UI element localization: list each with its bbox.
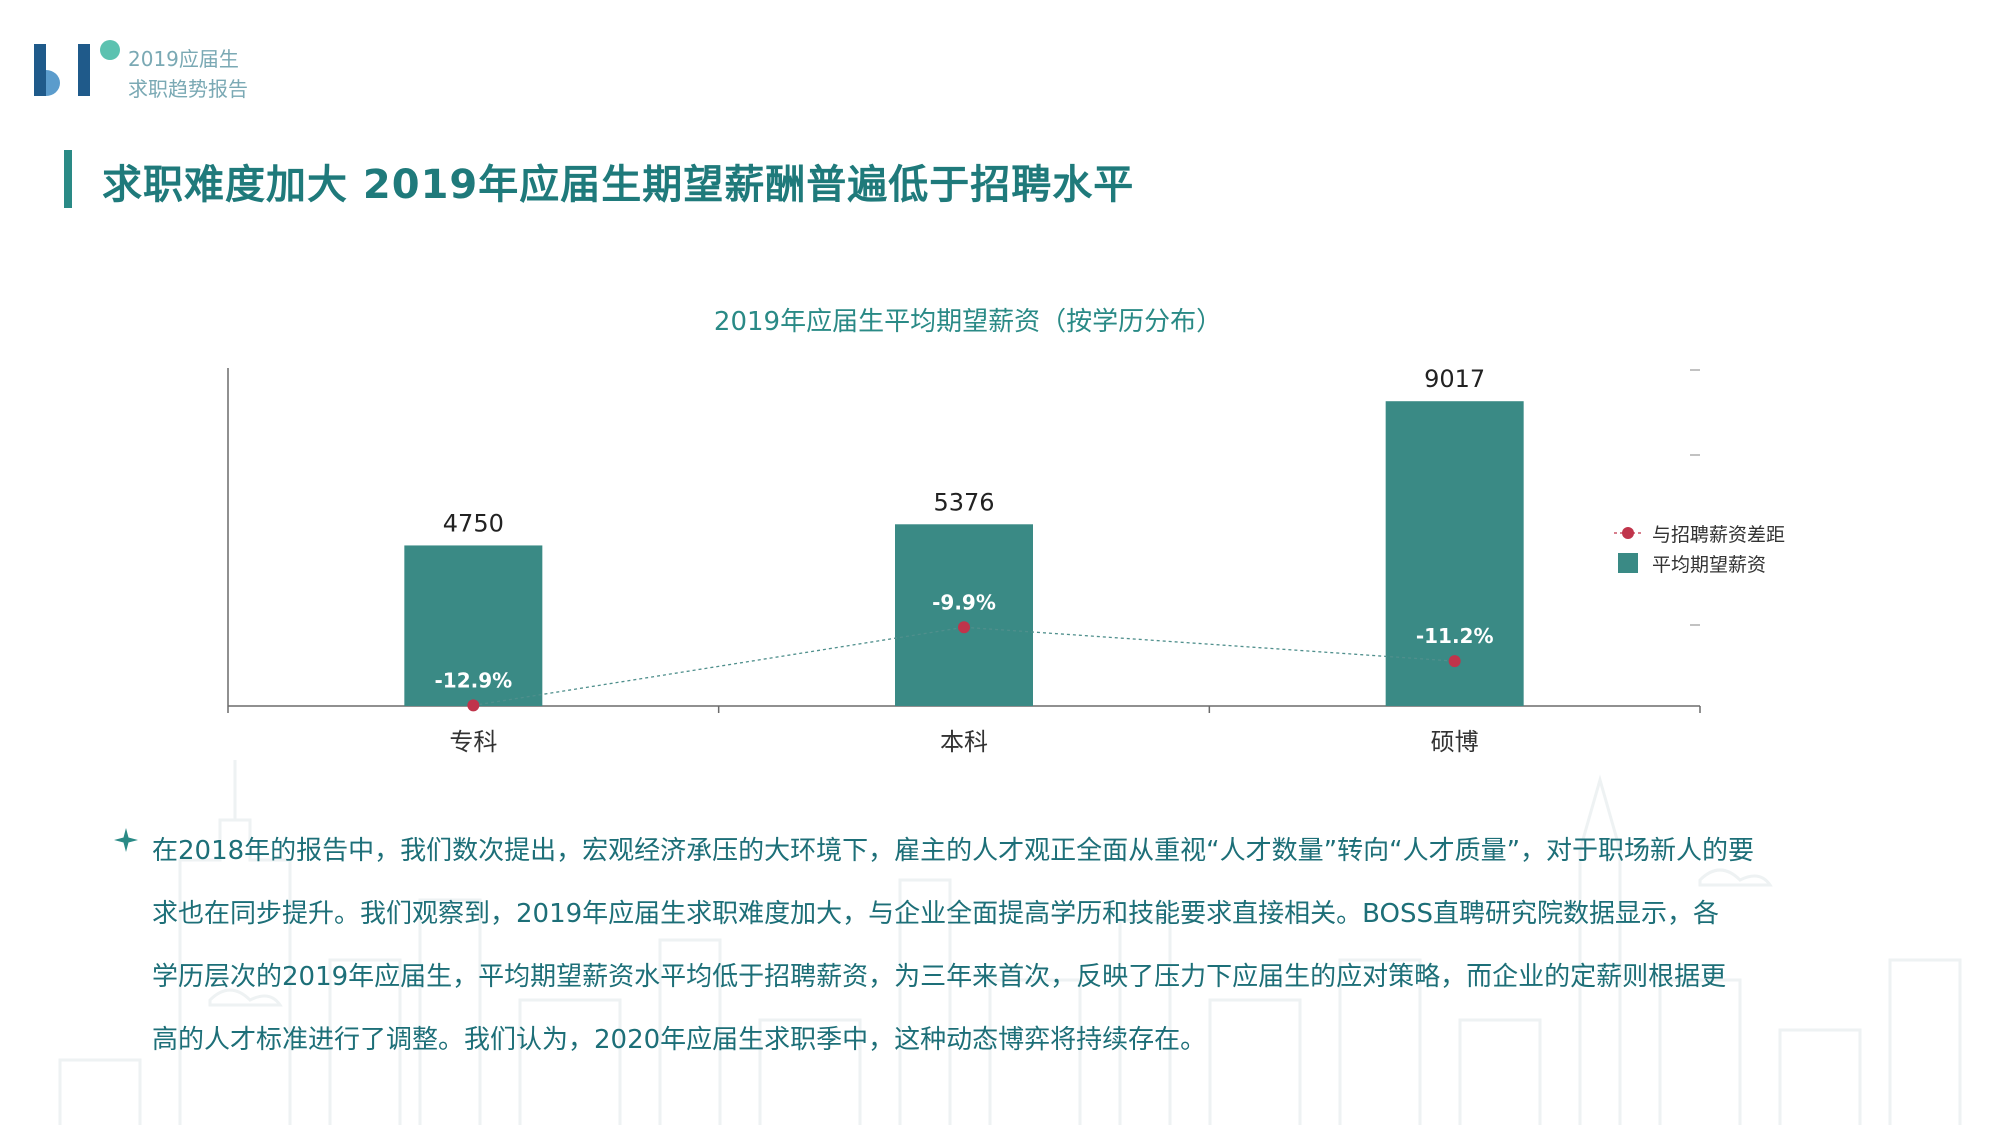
paragraph-line: 学历层次的2019年应届生，平均期望薪资水平均低于招聘薪资，为三年来首次，反映了… [152,962,1727,992]
gap-point [467,699,480,712]
legend-label: 与招聘薪资差距 [1652,524,1785,546]
legend-label: 平均期望薪资 [1652,554,1766,576]
bar-value-label: 5376 [933,488,994,516]
bar-value-label: 9017 [1424,365,1485,393]
gap-point [958,621,970,634]
analysis-paragraph: 在2018年的报告中，我们数次提出，宏观经济承压的大环境下，雇主的人才观正全面从… [152,820,1942,1072]
legend-bar-swatch [1618,553,1638,573]
city-skyline-illustration [58,760,1962,1125]
chart-title: 2019年应届生平均期望薪资（按学历分布） [714,307,1222,337]
paragraph-line: 求也在同步提升。我们观察到，2019年应届生求职难度加大，与企业全面提高学历和技… [152,899,1720,929]
page-title: 求职难度加大 2019年应届生期望薪酬普遍低于招聘水平 [102,162,1135,208]
bar [895,524,1033,706]
gap-series-line [473,626,1455,707]
gap-label: -11.2% [1416,624,1494,648]
sparkle-bullet-icon [114,828,138,852]
x-tick-label: 硕博 [1431,728,1479,756]
gap-label: -9.9% [932,590,996,614]
gap-point [1448,655,1461,668]
salary-chart: 2019年应届生平均期望薪资（按学历分布） 4750 专科 5376 本科 9017 硕博 -… [227,307,1785,756]
bar-value-label: 4750 [443,509,504,537]
report-subtitle-line: 求职趋势报告 [128,77,248,101]
x-tick-label: 专科 [449,728,497,756]
paragraph-line: 在2018年的报告中，我们数次提出，宏观经济承压的大环境下，雇主的人才观正全面从… [152,836,1755,866]
report-subtitle-line: 2019应届生 [128,47,239,71]
report-subtitle: 2019应届生 求职趋势报告 [128,44,248,104]
title-accent-bar [64,150,72,208]
x-tick-label: 本科 [940,728,988,756]
legend-point-swatch [1622,527,1634,539]
bar [404,545,543,706]
gap-label: -12.9% [434,668,512,692]
paragraph-line: 高的人才标准进行了调整。我们认为，2020年应届生求职季中，这种动态博弈将持续存… [152,1025,1207,1055]
bi-logo [34,40,120,96]
